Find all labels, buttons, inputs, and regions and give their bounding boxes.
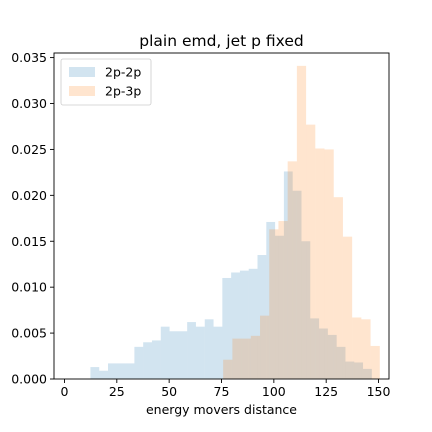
- legend-label: 2p-2p: [105, 65, 141, 80]
- histogram-bar: [287, 161, 297, 379]
- x-tick-label: 125: [314, 384, 338, 399]
- x-tick-label: 50: [161, 384, 177, 399]
- histogram-bar: [143, 342, 152, 379]
- histogram-bar: [204, 319, 214, 379]
- histogram-bar: [250, 335, 261, 379]
- histogram-bar: [260, 315, 270, 379]
- histogram-bar: [301, 241, 311, 379]
- y-tick-label: 0.025: [11, 142, 47, 157]
- histogram-bar: [125, 363, 135, 379]
- histogram-bar: [342, 236, 353, 379]
- y-tick-label: 0.000: [11, 372, 47, 387]
- histogram-bar: [222, 277, 232, 379]
- histogram-bar: [248, 268, 258, 379]
- histogram-bar: [169, 331, 179, 379]
- histogram-bar: [223, 359, 233, 379]
- histogram-bar: [363, 368, 372, 379]
- histogram-bar: [160, 326, 170, 379]
- x-tick-label: 0: [60, 384, 68, 399]
- histogram-bar: [292, 190, 302, 379]
- x-tick-label: 100: [262, 384, 286, 399]
- histogram-bar: [266, 221, 276, 379]
- legend-swatch: [69, 67, 95, 77]
- histogram-bar: [336, 346, 346, 379]
- x-tick-label: 150: [367, 384, 391, 399]
- histogram-bar: [370, 345, 380, 379]
- histogram-bar: [232, 338, 242, 379]
- histogram-bar: [178, 331, 188, 379]
- y-tick-label: 0.020: [11, 188, 47, 203]
- histogram-bar: [116, 363, 126, 379]
- histogram-bar: [278, 221, 288, 379]
- histogram-bar: [99, 370, 109, 379]
- histogram-bar: [195, 326, 205, 379]
- x-axis-ticks: 0 25 50 75 100 125 150: [60, 379, 391, 399]
- y-tick-label: 0.030: [11, 96, 47, 111]
- y-tick-label: 0.010: [11, 280, 47, 295]
- histogram-bar: [134, 346, 144, 379]
- histogram-bar: [283, 171, 293, 379]
- series-2p-3p: [223, 65, 380, 380]
- histogram-bar: [354, 362, 364, 379]
- histogram-bar: [108, 363, 117, 379]
- legend-label: 2p-3p: [105, 84, 141, 99]
- histogram-bar: [296, 65, 307, 380]
- bars-layer: [90, 65, 380, 380]
- histogram-bar: [90, 367, 100, 379]
- histogram-bar: [213, 326, 223, 379]
- histogram-bar: [319, 328, 328, 379]
- histogram-bar: [333, 197, 343, 379]
- x-tick-label: 75: [214, 384, 230, 399]
- histogram-bar: [239, 270, 249, 379]
- y-tick-label: 0.015: [11, 234, 47, 249]
- legend-swatch: [69, 86, 95, 96]
- histogram-bar: [187, 322, 196, 379]
- histogram-bar: [269, 229, 279, 379]
- histogram-bar: [241, 338, 251, 379]
- histogram-bar: [345, 361, 355, 379]
- histogram-bar: [315, 148, 325, 379]
- histogram-bar: [352, 317, 362, 379]
- legend: 2p-2p 2p-3p: [60, 58, 152, 106]
- y-axis-ticks: 0.000 0.005 0.010 0.015 0.020 0.025 0.030 0.035: [11, 50, 54, 387]
- histogram-bar: [275, 235, 284, 379]
- histogram-bar: [327, 334, 337, 379]
- series-2p-2p: [90, 171, 372, 379]
- histogram-bar: [257, 255, 267, 379]
- histogram-bar: [310, 318, 320, 379]
- histogram-bar: [306, 124, 316, 379]
- x-tick-label: 25: [109, 384, 125, 399]
- histogram-bar: [231, 272, 240, 379]
- y-tick-label: 0.005: [11, 326, 47, 341]
- x-axis-label: energy movers distance: [146, 402, 297, 417]
- legend-box: [60, 58, 152, 106]
- chart-title: plain emd, jet p fixed: [139, 32, 303, 50]
- histogram-bar: [151, 340, 161, 379]
- histogram-bar: [361, 319, 371, 379]
- histogram-bar: [324, 149, 334, 379]
- legend-entries: 2p-2p 2p-3p: [69, 65, 141, 99]
- y-tick-label: 0.035: [11, 50, 47, 65]
